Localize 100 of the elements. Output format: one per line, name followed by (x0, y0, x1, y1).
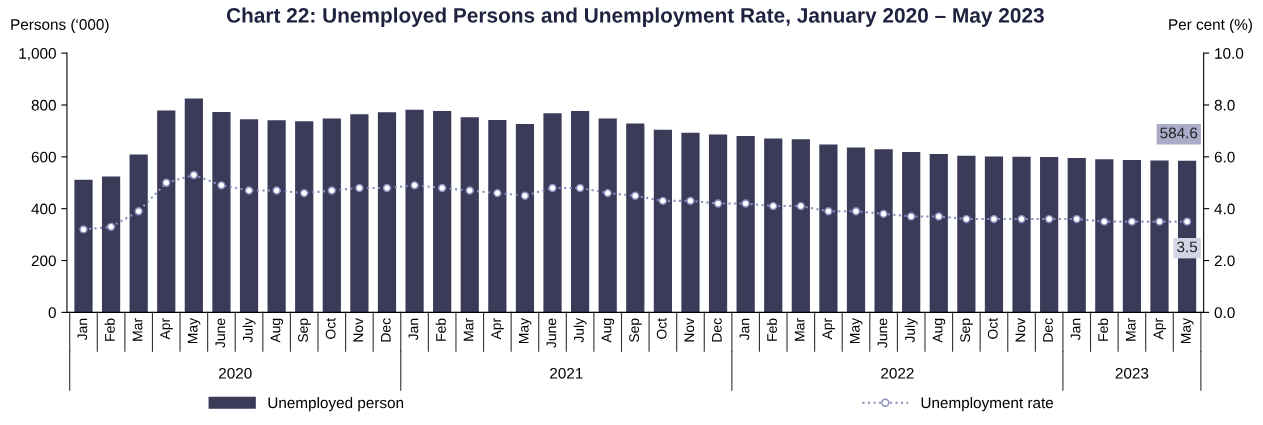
y2-tick-label: 10.0 (1215, 47, 1244, 59)
y2-tick-label: 6.0 (1214, 151, 1235, 163)
x-tick-label: July (904, 317, 918, 343)
point (134, 207, 143, 216)
chart-title: Chart 22: Unemployed Persons and Unemployment Rate, January 2020 – May 2023 (226, 7, 1044, 27)
x-tick-label: June (215, 318, 226, 348)
x-tick-label: Aug (932, 318, 946, 343)
bar (377, 112, 397, 313)
y2-tick-label: 0.0 (1214, 307, 1235, 319)
bar (681, 132, 700, 313)
x-tick-label: Mar (794, 318, 805, 341)
point (713, 199, 723, 208)
x-tick-label: Sep (960, 318, 973, 343)
y2-axis-title: Per cent (%) (1169, 18, 1252, 33)
bar (571, 110, 590, 313)
point (851, 207, 861, 216)
x-tick-label: Sep (629, 318, 642, 343)
bar (543, 113, 562, 313)
bar (101, 176, 121, 313)
data-label: 3.5 (1177, 241, 1198, 253)
y-tick-label: 1,000 (19, 47, 56, 61)
point (548, 183, 557, 193)
point (217, 181, 226, 190)
text: 2021 (550, 367, 583, 379)
x-tick-label: Nov (1015, 317, 1026, 342)
point (575, 183, 585, 193)
x-tick-label: Feb (435, 318, 446, 341)
point (1182, 217, 1192, 226)
data-label: 584.6 (1160, 127, 1198, 139)
point (658, 196, 668, 206)
x-tick-label: May (1181, 317, 1194, 344)
y2-tick-label: 4.0 (1214, 203, 1235, 215)
point (603, 188, 612, 198)
text: 2023 (1115, 367, 1149, 379)
x-tick-label: May (518, 317, 532, 344)
point (934, 212, 943, 221)
point (1072, 214, 1081, 224)
bar (1150, 160, 1169, 313)
bar (1040, 157, 1059, 313)
bar (846, 147, 866, 313)
bar (874, 149, 893, 313)
bar (184, 98, 203, 313)
point (410, 181, 419, 190)
x-tick-label: May (187, 317, 201, 344)
x-tick-label: Aug (270, 318, 284, 343)
x-tick-label: Dec (712, 318, 722, 342)
point (162, 178, 171, 187)
x-tick-label: Mar (463, 318, 474, 341)
y-tick-label: 200 (31, 255, 56, 267)
point (769, 201, 778, 211)
text: 2020 (219, 367, 252, 379)
x-tick-label: Jan (739, 318, 750, 341)
point (493, 188, 502, 198)
x-tick-label: Aug (601, 318, 615, 343)
bar (957, 155, 976, 313)
point (824, 207, 833, 216)
x-tick-label: Dec (1043, 318, 1053, 342)
x-tick-label: Oct (656, 318, 667, 339)
bar (405, 109, 424, 313)
bar (626, 123, 645, 313)
bar (736, 136, 755, 313)
x-tick-label: Dec (381, 318, 391, 342)
y-tick-label: 400 (31, 203, 56, 215)
bar (295, 121, 314, 313)
bar (350, 114, 369, 313)
y-tick-label: 0 (48, 307, 56, 319)
x-tick-label: Mar (1125, 318, 1136, 341)
bar (902, 151, 921, 313)
text: 2022 (881, 367, 914, 379)
point (631, 191, 640, 200)
point (520, 191, 530, 200)
bar (819, 144, 838, 313)
point (879, 209, 888, 219)
bar (791, 139, 810, 313)
point (989, 214, 999, 224)
point (437, 183, 447, 193)
bar (460, 117, 479, 313)
point (465, 186, 474, 195)
point (244, 186, 254, 195)
bar (653, 129, 672, 313)
legend-label: Unemployed person (268, 397, 404, 412)
point (300, 188, 309, 198)
point (355, 183, 364, 193)
legend-label: Unemployment rate (921, 397, 1054, 412)
y-tick-label: 600 (31, 151, 56, 163)
x-tick-label: June (877, 318, 888, 348)
x-tick-label: Nov (684, 317, 695, 342)
point (796, 201, 805, 211)
x-tick-label: Mar (132, 318, 143, 341)
point (686, 196, 695, 206)
bar (322, 118, 341, 313)
bar (267, 120, 286, 313)
x-tick-label: Oct (987, 318, 998, 339)
point (1017, 214, 1026, 224)
y2-tick-label: 2.0 (1214, 255, 1235, 267)
point (962, 214, 971, 224)
bar (239, 119, 259, 313)
x-tick-label: Feb (104, 318, 115, 341)
point (189, 170, 199, 180)
bar (598, 118, 617, 313)
